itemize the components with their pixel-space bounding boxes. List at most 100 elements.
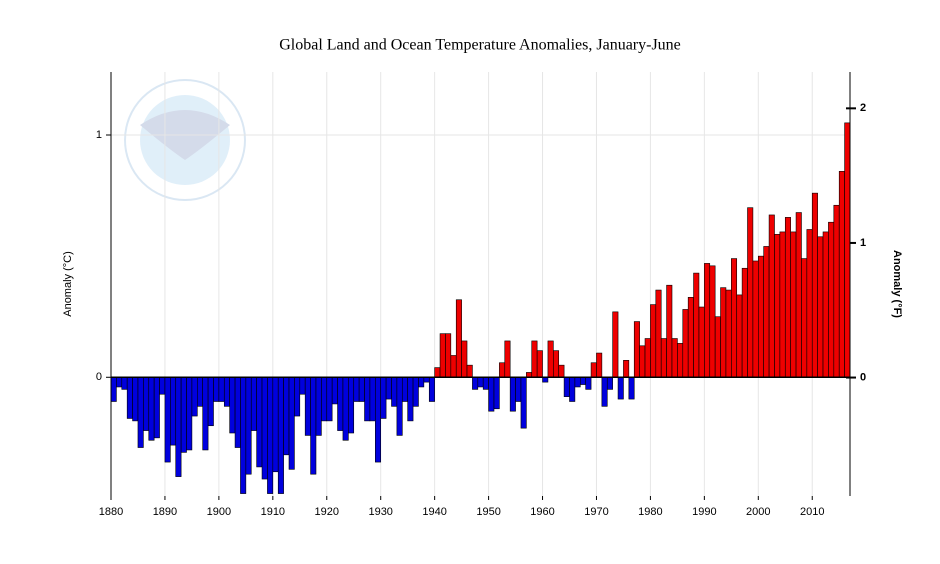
bar (407, 376, 414, 422)
bar (294, 376, 301, 417)
bar (628, 376, 635, 400)
bar (784, 217, 791, 378)
bar (450, 355, 457, 378)
bar (687, 297, 694, 378)
bar (277, 376, 284, 494)
x-tick-label: 2010 (800, 506, 824, 518)
bar (752, 260, 759, 378)
bar (558, 364, 565, 378)
bar (596, 352, 603, 378)
y-tick-label: 1 (96, 129, 102, 141)
bar (579, 376, 586, 385)
bar (504, 340, 511, 378)
bar (401, 376, 408, 402)
bar (418, 376, 425, 388)
bar (612, 311, 619, 378)
bar (655, 289, 662, 378)
bar (585, 376, 592, 390)
bar (493, 376, 500, 410)
bar (164, 376, 171, 463)
bar (795, 212, 802, 378)
bar (186, 376, 193, 451)
bar (380, 376, 387, 419)
y2-tick-label: 1 (860, 237, 866, 249)
bar (180, 376, 187, 453)
bar (569, 376, 576, 402)
bar (170, 376, 177, 446)
bar (606, 376, 613, 390)
bar (331, 376, 338, 405)
bar (385, 376, 392, 400)
bar (488, 376, 495, 412)
bar (720, 287, 727, 378)
bar (650, 304, 657, 378)
bar (267, 376, 274, 494)
bar (148, 376, 155, 441)
bar (337, 376, 344, 431)
bar (531, 340, 538, 378)
bar (763, 246, 770, 378)
bar (396, 376, 403, 436)
x-tick-label: 1980 (638, 506, 662, 518)
bar (693, 272, 700, 378)
x-tick-label: 1880 (99, 506, 123, 518)
bar (234, 376, 241, 448)
bar (213, 376, 220, 402)
chart-title: Global Land and Ocean Temperature Anomal… (279, 37, 681, 54)
bar (644, 338, 651, 378)
bar (741, 267, 748, 378)
bar (633, 321, 640, 378)
bar (482, 376, 489, 390)
bar (698, 306, 705, 378)
bar (412, 376, 419, 407)
x-tick-label: 1960 (530, 506, 554, 518)
bar (391, 376, 398, 407)
bar (725, 289, 732, 378)
bar (574, 376, 581, 388)
bar (116, 376, 123, 388)
bar (714, 316, 721, 378)
bar (601, 376, 608, 407)
bar (472, 376, 479, 390)
bar (229, 376, 236, 434)
bar (509, 376, 516, 412)
bar (515, 376, 522, 402)
bar (245, 376, 252, 475)
bar (321, 376, 328, 422)
x-tick-label: 1900 (207, 506, 231, 518)
bar (353, 376, 360, 402)
bar (121, 376, 128, 390)
bar (250, 376, 257, 431)
bar (617, 376, 624, 400)
bar (477, 376, 484, 388)
bar (326, 376, 333, 422)
bar (434, 367, 441, 378)
bar (143, 376, 150, 431)
bar (342, 376, 349, 441)
bar (660, 338, 667, 378)
bar (747, 207, 754, 378)
bar (838, 171, 845, 378)
bar (240, 376, 247, 494)
bar (288, 376, 295, 470)
bar (671, 338, 678, 378)
bar (833, 204, 840, 378)
bar (639, 345, 646, 378)
y2-axis-label: Anomaly (°F) (891, 250, 903, 318)
bar (828, 221, 835, 378)
bar (682, 309, 689, 378)
bar (806, 229, 813, 378)
bar (461, 340, 468, 378)
bar (439, 333, 446, 378)
bar (801, 258, 808, 378)
bar (666, 284, 673, 378)
bar (261, 376, 268, 480)
bar (218, 376, 225, 402)
bar (110, 376, 117, 402)
bar (563, 376, 570, 397)
bar (207, 376, 214, 427)
bar (768, 214, 775, 378)
bar (175, 376, 182, 477)
y-tick-label: 0 (96, 371, 102, 383)
